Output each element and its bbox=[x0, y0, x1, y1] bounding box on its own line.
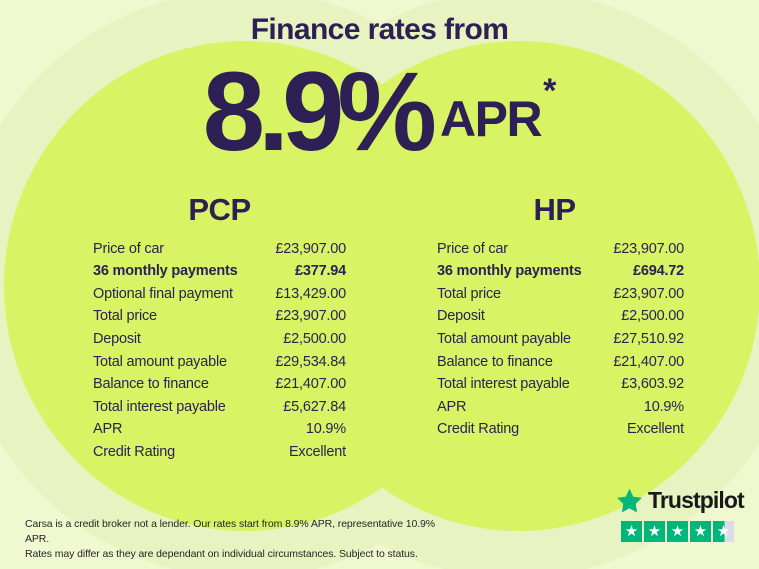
column-title: PCP bbox=[188, 192, 251, 227]
rate-unit: APR bbox=[439, 91, 543, 147]
row-label: Deposit bbox=[93, 331, 141, 348]
legal-disclaimer: Carsa is a credit broker not a lender. O… bbox=[25, 517, 455, 562]
row-label: Balance to finance bbox=[93, 376, 209, 393]
row-value: £2,500.00 bbox=[283, 331, 346, 348]
star-glyph: ★ bbox=[693, 523, 708, 540]
trustpilot-stars: ★ ★ ★ ★ ★ bbox=[621, 521, 758, 542]
finance-row: 36 monthly payments £694.72 bbox=[437, 263, 684, 286]
star-glyph: ★ bbox=[670, 523, 685, 540]
finance-row: Balance to finance £21,407.00 bbox=[437, 354, 684, 377]
row-value: £3,603.92 bbox=[621, 376, 684, 393]
finance-row: Deposit £2,500.00 bbox=[93, 331, 346, 354]
rating-star-icon: ★ bbox=[667, 521, 688, 542]
row-value: £21,407.00 bbox=[613, 353, 684, 370]
finance-row: Total interest payable £3,603.92 bbox=[437, 376, 684, 399]
finance-row: Total price £23,907.00 bbox=[93, 308, 346, 331]
rating-star-icon: ★ bbox=[713, 521, 734, 542]
column-title: HP bbox=[533, 192, 576, 227]
row-value: Excellent bbox=[626, 421, 684, 438]
row-label: Price of car bbox=[93, 240, 164, 257]
finance-row: Total amount payable £27,510.92 bbox=[437, 331, 684, 354]
finance-row: APR 10.9% bbox=[93, 421, 346, 444]
page-title: Finance rates from bbox=[250, 13, 509, 46]
finance-row: Price of car £23,907.00 bbox=[93, 241, 346, 264]
rating-star-icon: ★ bbox=[690, 521, 711, 542]
row-value: £694.72 bbox=[632, 263, 684, 280]
row-label: 36 monthly payments bbox=[93, 263, 238, 280]
finance-rows: Price of car £23,907.00 36 monthly payment… bbox=[437, 241, 684, 444]
finance-row: 36 monthly payments £377.94 bbox=[93, 263, 346, 286]
finance-row: APR 10.9% bbox=[437, 399, 684, 422]
row-label: Optional final payment bbox=[93, 285, 233, 302]
row-value: 10.9% bbox=[643, 398, 684, 415]
trustpilot-badge: Trustpilot ★ ★ ★ ★ ★ bbox=[616, 487, 758, 542]
finance-row: Balance to finance £21,407.00 bbox=[93, 376, 346, 399]
row-value: £23,907.00 bbox=[275, 308, 346, 325]
finance-rows: Price of car £23,907.00 36 monthly payment… bbox=[93, 241, 346, 467]
rating-star-icon: ★ bbox=[621, 521, 642, 542]
row-value: £23,907.00 bbox=[613, 285, 684, 302]
row-label: Total amount payable bbox=[93, 353, 227, 370]
background-circle-right bbox=[278, 41, 759, 531]
row-label: Price of car bbox=[437, 240, 508, 257]
finance-row: Credit Rating Excellent bbox=[437, 421, 684, 444]
row-label: Total interest payable bbox=[93, 398, 226, 415]
hp-column: HP Price of car £23,907.00 36 monthly paym… bbox=[437, 192, 684, 444]
headline-rate: 8.9% APR * bbox=[0, 50, 759, 168]
finance-row: Total price £23,907.00 bbox=[437, 286, 684, 309]
pcp-column: PCP Price of car £23,907.00 36 monthly pay… bbox=[93, 192, 346, 467]
finance-row: Optional final payment £13,429.00 bbox=[93, 286, 346, 309]
disclaimer-line-1: Carsa is a credit broker not a lender. O… bbox=[25, 518, 436, 545]
row-value: £21,407.00 bbox=[275, 376, 346, 393]
row-value: £2,500.00 bbox=[621, 308, 684, 325]
finance-row: Total amount payable £29,534.84 bbox=[93, 354, 346, 377]
row-label: APR bbox=[93, 421, 123, 438]
row-label: Total price bbox=[93, 308, 157, 325]
star-glyph: ★ bbox=[647, 523, 662, 540]
finance-row: Total interest payable £5,627.84 bbox=[93, 399, 346, 422]
trustpilot-star-icon bbox=[616, 487, 643, 514]
trustpilot-logo: Trustpilot bbox=[616, 487, 758, 514]
trustpilot-wordmark: Trustpilot bbox=[648, 487, 745, 513]
row-label: Deposit bbox=[437, 308, 485, 325]
star-glyph: ★ bbox=[624, 523, 639, 540]
finance-row: Deposit £2,500.00 bbox=[437, 308, 684, 331]
finance-row: Price of car £23,907.00 bbox=[437, 241, 684, 264]
row-value: £13,429.00 bbox=[275, 285, 346, 302]
rating-star-icon: ★ bbox=[644, 521, 665, 542]
row-label: Credit Rating bbox=[437, 421, 520, 438]
row-label: Total interest payable bbox=[437, 376, 570, 393]
row-value: Excellent bbox=[288, 443, 346, 460]
row-value: 10.9% bbox=[305, 421, 346, 438]
row-label: Balance to finance bbox=[437, 353, 553, 370]
row-label: 36 monthly payments bbox=[437, 263, 582, 280]
row-label: Total amount payable bbox=[437, 331, 571, 348]
row-value: £23,907.00 bbox=[613, 240, 684, 257]
star-glyph: ★ bbox=[716, 523, 731, 540]
rate-asterisk: * bbox=[543, 72, 557, 110]
row-value: £29,534.84 bbox=[275, 353, 346, 370]
row-label: Total price bbox=[437, 285, 501, 302]
row-value: £377.94 bbox=[294, 263, 346, 280]
rate-value: 8.9% bbox=[202, 49, 437, 174]
row-value: £27,510.92 bbox=[613, 331, 684, 348]
row-label: Credit Rating bbox=[93, 443, 176, 460]
row-value: £5,627.84 bbox=[283, 398, 346, 415]
disclaimer-line-2: Rates may differ as they are dependant o… bbox=[25, 548, 418, 560]
row-label: APR bbox=[437, 398, 467, 415]
row-value: £23,907.00 bbox=[275, 240, 346, 257]
finance-row: Credit Rating Excellent bbox=[93, 444, 346, 467]
